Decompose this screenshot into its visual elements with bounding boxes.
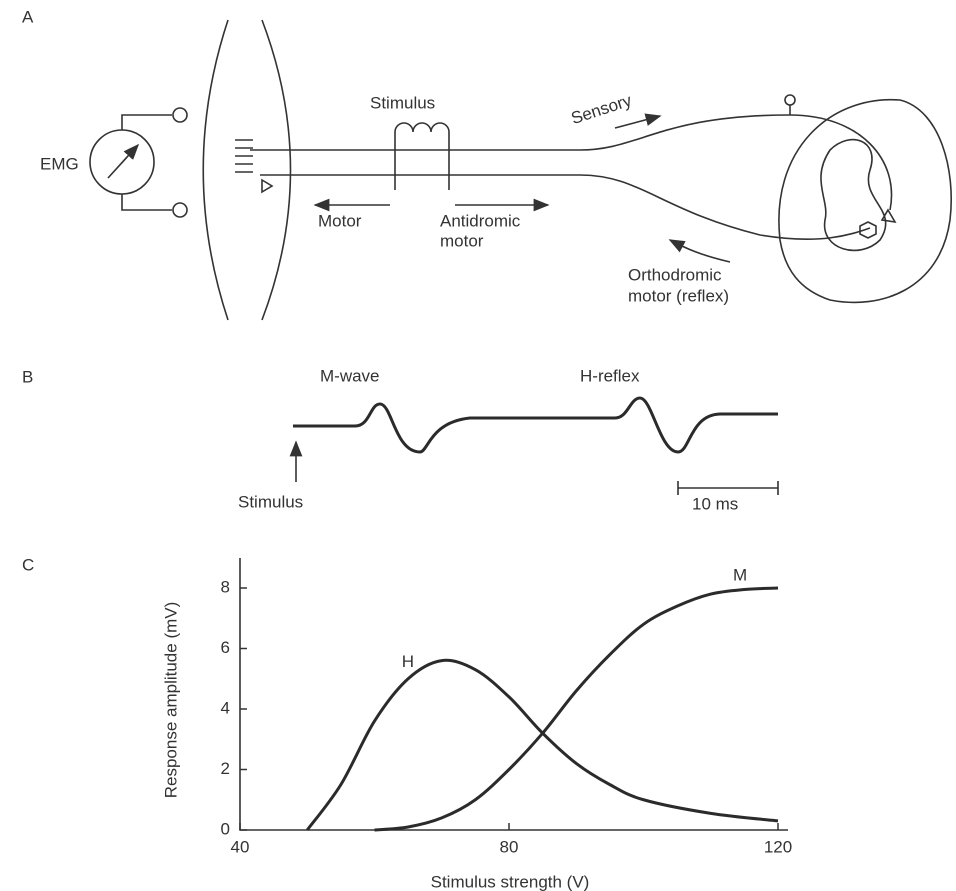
muscle bbox=[203, 20, 290, 320]
wire bbox=[122, 115, 172, 210]
orthodromic-label: Orthodromic bbox=[628, 265, 722, 284]
y-tick-label: 0 bbox=[221, 819, 230, 838]
panel-label: C bbox=[22, 555, 34, 574]
x-axis-label: Stimulus strength (V) bbox=[431, 872, 590, 891]
h-reflex-label: H-reflex bbox=[580, 366, 640, 385]
y-tick-label: 8 bbox=[221, 577, 230, 596]
page: A EMG Stimulus Sensory Motor Antidromic … bbox=[0, 0, 956, 891]
antidromic-label: motor bbox=[440, 231, 484, 250]
synapse bbox=[882, 210, 895, 222]
y-tick-label: 4 bbox=[221, 698, 230, 717]
spinal-cord bbox=[779, 100, 951, 303]
m-wave-label: M-wave bbox=[320, 366, 380, 385]
panel-a: A EMG Stimulus Sensory Motor Antidromic … bbox=[22, 7, 951, 320]
scale-bar bbox=[678, 481, 778, 495]
y-tick-label: 6 bbox=[221, 638, 230, 657]
series-line bbox=[375, 588, 779, 830]
orthodromic-label: motor (reflex) bbox=[628, 286, 729, 305]
ganglion bbox=[785, 95, 795, 105]
panel-c: C Stimulus strength (V) Response amplitu… bbox=[22, 555, 792, 891]
series-label: M bbox=[733, 565, 747, 584]
meter-needle bbox=[108, 145, 138, 178]
endplate bbox=[235, 140, 253, 172]
series-label: H bbox=[402, 652, 414, 671]
x-tick-label: 80 bbox=[500, 837, 519, 856]
y-tick-label: 2 bbox=[221, 759, 230, 778]
axes bbox=[240, 558, 788, 830]
x-tick-label: 120 bbox=[764, 837, 792, 856]
stimulus-label: Stimulus bbox=[370, 93, 435, 112]
stimulus-coil bbox=[395, 123, 449, 190]
series-line bbox=[307, 660, 778, 830]
x-tick-label: 40 bbox=[231, 837, 250, 856]
y-axis-label: Response amplitude (mV) bbox=[161, 602, 180, 799]
emg-label: EMG bbox=[40, 154, 79, 173]
nerve-end bbox=[262, 180, 272, 192]
electrode bbox=[173, 108, 187, 122]
antidromic-label: Antidromic bbox=[440, 211, 521, 230]
panel-label: A bbox=[22, 7, 34, 26]
electrode bbox=[173, 203, 187, 217]
motor-label: Motor bbox=[318, 211, 362, 230]
scale-label: 10 ms bbox=[692, 494, 738, 513]
sensory-fiber bbox=[250, 115, 892, 210]
panel-b: B M-wave H-reflex Stimulus 10 ms bbox=[22, 366, 778, 513]
arrow bbox=[670, 240, 730, 262]
emg-trace bbox=[293, 398, 778, 452]
sensory-label: Sensory bbox=[569, 91, 635, 128]
figure: A EMG Stimulus Sensory Motor Antidromic … bbox=[0, 0, 956, 891]
stimulus-label: Stimulus bbox=[238, 492, 303, 511]
panel-label: B bbox=[22, 367, 33, 386]
arrow bbox=[615, 116, 660, 128]
